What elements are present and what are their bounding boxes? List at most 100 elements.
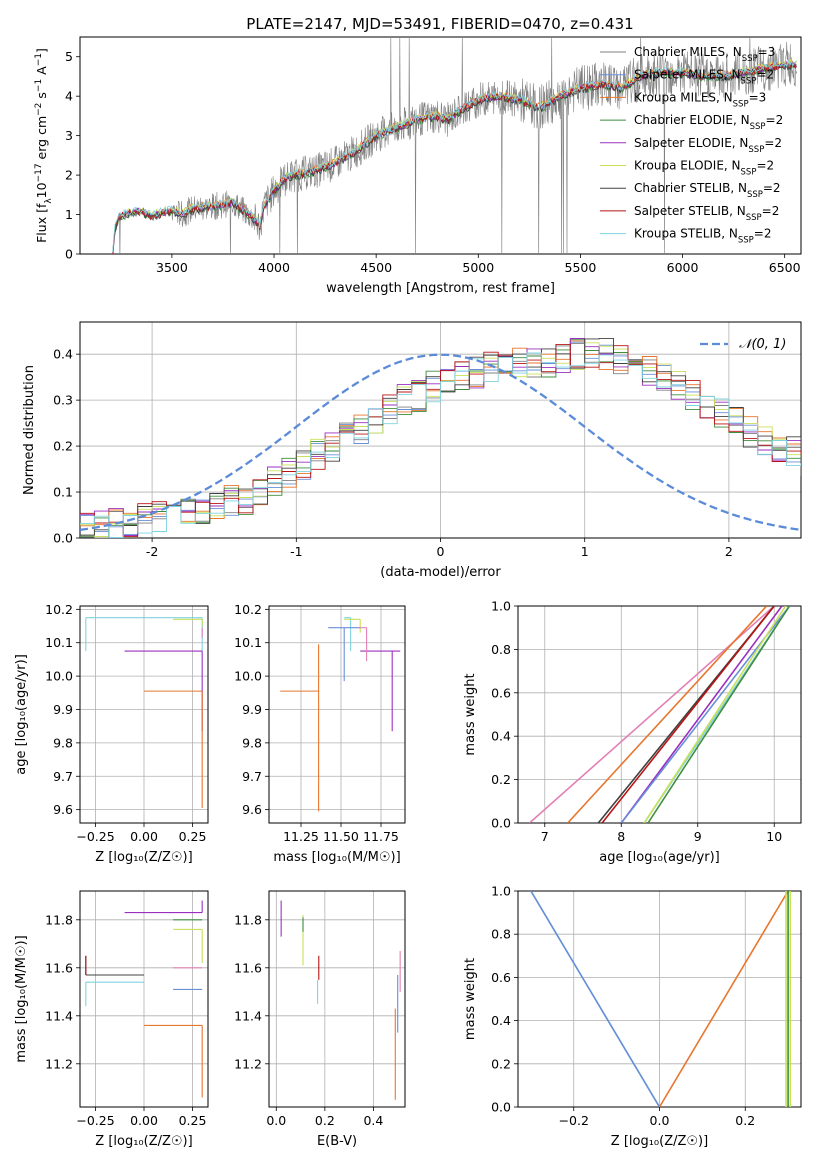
y-axis-label: mass [log₁₀(M/M☉)] xyxy=(14,935,29,1062)
x-tick-label: 0.2 xyxy=(315,1113,335,1128)
x-axis-label: wavelength [Angstrom, rest frame] xyxy=(326,281,555,296)
histogram-step-line xyxy=(80,343,801,538)
x-axis-label: (data-model)/error xyxy=(380,565,501,580)
y-axis-label: age [log₁₀(age/yr)] xyxy=(14,654,29,775)
axes-frame xyxy=(517,605,802,824)
y-tick-label: 3 xyxy=(65,128,73,143)
axes-frame xyxy=(79,36,802,255)
cumulative-weight-line xyxy=(567,606,768,823)
y-tick-label: 0.2 xyxy=(491,1056,511,1071)
legend-entry: Chabrier ELODIE, NSSP=2 xyxy=(634,113,783,132)
y-tick-label: 0.4 xyxy=(491,729,511,744)
normal-curve-line xyxy=(80,353,801,532)
y-tick-label: 9.6 xyxy=(53,802,73,817)
x-tick-label: 5000 xyxy=(462,260,494,275)
y-tick-label: 0.4 xyxy=(491,1013,511,1028)
axes-frame xyxy=(79,321,802,539)
histogram-step-line xyxy=(80,337,801,538)
y-tick-label: 11.2 xyxy=(45,1056,73,1071)
x-tick-label: −0.2 xyxy=(559,1113,589,1128)
legend-entry: Salpeter STELIB, NSSP=2 xyxy=(634,204,779,223)
histogram-step-line xyxy=(80,342,801,538)
y-tick-label: 0.0 xyxy=(53,531,73,546)
x-tick-label: 7 xyxy=(541,829,549,844)
y-tick-label: 11.8 xyxy=(234,912,262,927)
x-tick-label: 11.50 xyxy=(323,829,359,844)
y-tick-label: 9.7 xyxy=(242,769,262,784)
x-axis-label: Z [log₁₀(Z/Z☉)] xyxy=(95,1134,192,1149)
y-tick-label: 0.2 xyxy=(491,772,511,787)
y-tick-label: 0 xyxy=(65,247,73,262)
model-spectrum-line xyxy=(112,58,797,252)
y-tick-label: 10.1 xyxy=(45,635,73,650)
cumulative-weight-line xyxy=(601,606,775,823)
spectrum-lines xyxy=(112,37,797,254)
axes-frame xyxy=(79,890,209,1108)
x-tick-label: 4000 xyxy=(258,260,290,275)
x-tick-label: -1 xyxy=(290,544,302,559)
errorbars xyxy=(280,617,401,812)
chart-residuals: -2 -1 0 1 2 0.0 0.1 0.2 0.3 0.4 (data-model)/error… xyxy=(22,321,802,580)
spectrum-legend: Chabrier MILES, NSSP=3 Salpeter MILES, NS… xyxy=(600,45,783,246)
x-tick-label: 1 xyxy=(581,544,589,559)
y-tick-label: 11.6 xyxy=(45,960,73,975)
y-tick-label: 11.6 xyxy=(234,960,262,975)
y-tick-label: 11.4 xyxy=(45,1008,73,1023)
y-tick-label: 11.8 xyxy=(45,912,73,927)
x-tick-label: 0.2 xyxy=(735,1113,755,1128)
y-tick-label: 9.9 xyxy=(242,702,262,717)
x-tick-label: 0.25 xyxy=(179,1113,207,1128)
x-axis-label: E(B-V) xyxy=(317,1134,357,1149)
cumulative-lines xyxy=(530,891,792,1107)
legend-entry: Salpeter MILES, NSSP=2 xyxy=(634,68,774,87)
y-tick-label: 11.2 xyxy=(234,1056,262,1071)
x-tick-label: 3500 xyxy=(156,260,188,275)
x-axis-label: age [log₁₀(age/yr)] xyxy=(599,850,720,865)
y-axis-label: Normed distribution xyxy=(22,365,37,495)
legend-entry: Kroupa STELIB, NSSP=2 xyxy=(634,227,772,246)
y-tick-label: 0.3 xyxy=(53,393,73,408)
y-tick-label: 10.1 xyxy=(234,635,262,650)
x-tick-label: 5500 xyxy=(565,260,597,275)
y-tick-label: 1.0 xyxy=(491,599,511,614)
y-tick-label: 0.0 xyxy=(491,1100,511,1115)
x-axis-label: Z [log₁₀(Z/Z☉)] xyxy=(95,850,192,865)
cumulative-weight-line xyxy=(620,606,783,823)
x-tick-label: 0.0 xyxy=(266,1113,286,1128)
y-axis-label: mass weight xyxy=(463,958,478,1040)
y-tick-label: 0.6 xyxy=(491,685,511,700)
x-tick-label: 10 xyxy=(766,829,782,844)
x-tick-label: 9 xyxy=(694,829,702,844)
axes-frame xyxy=(268,605,406,824)
histogram-step-line xyxy=(80,341,801,535)
axes-frame xyxy=(79,605,209,824)
y-tick-label: 10.0 xyxy=(45,669,73,684)
legend-entry: Salpeter ELODIE, NSSP=2 xyxy=(634,136,782,155)
x-tick-label: 0 xyxy=(437,544,445,559)
legend-entry: Chabrier STELIB, NSSP=2 xyxy=(634,181,781,200)
x-axis-label: mass [log₁₀(M/M☉)] xyxy=(273,850,400,865)
y-tick-label: 0.4 xyxy=(53,347,73,362)
cumulative-weight-line xyxy=(643,606,787,823)
legend-entry: Kroupa ELODIE, NSSP=2 xyxy=(634,159,774,178)
y-tick-label: 9.8 xyxy=(242,735,262,750)
errorbars xyxy=(85,617,203,808)
y-tick-label: 0.0 xyxy=(491,816,511,831)
y-tick-label: 10.0 xyxy=(234,669,262,684)
legend-entry: Kroupa MILES, NSSP=3 xyxy=(634,90,766,109)
y-axis-label: Flux [fλ10−17 erg cm−2 s−1 A−1] xyxy=(34,48,54,243)
errorbars xyxy=(85,900,203,1098)
y-tick-label: 1.0 xyxy=(491,884,511,899)
y-tick-label: 10.2 xyxy=(45,602,73,617)
y-tick-label: 9.9 xyxy=(53,702,73,717)
y-tick-label: 0.1 xyxy=(53,485,73,500)
y-tick-label: 9.6 xyxy=(242,802,262,817)
x-tick-label: 0.4 xyxy=(363,1113,383,1128)
chart-age_vs_mass: 11.25 11.50 11.75 9.6 9.7 9.8 9.9 10.0 10.1 10.2 m… xyxy=(234,602,406,865)
y-tick-label: 10.2 xyxy=(234,602,262,617)
x-tick-label: 8 xyxy=(617,829,625,844)
x-tick-label: 11.75 xyxy=(363,829,399,844)
x-tick-label: 6500 xyxy=(769,260,801,275)
chart-mass_weight_vs_z: −0.2 0.0 0.2 0.0 0.2 0.4 0.6 0.8 1.0 Z [log₁₀(Z/Z… xyxy=(463,884,802,1149)
